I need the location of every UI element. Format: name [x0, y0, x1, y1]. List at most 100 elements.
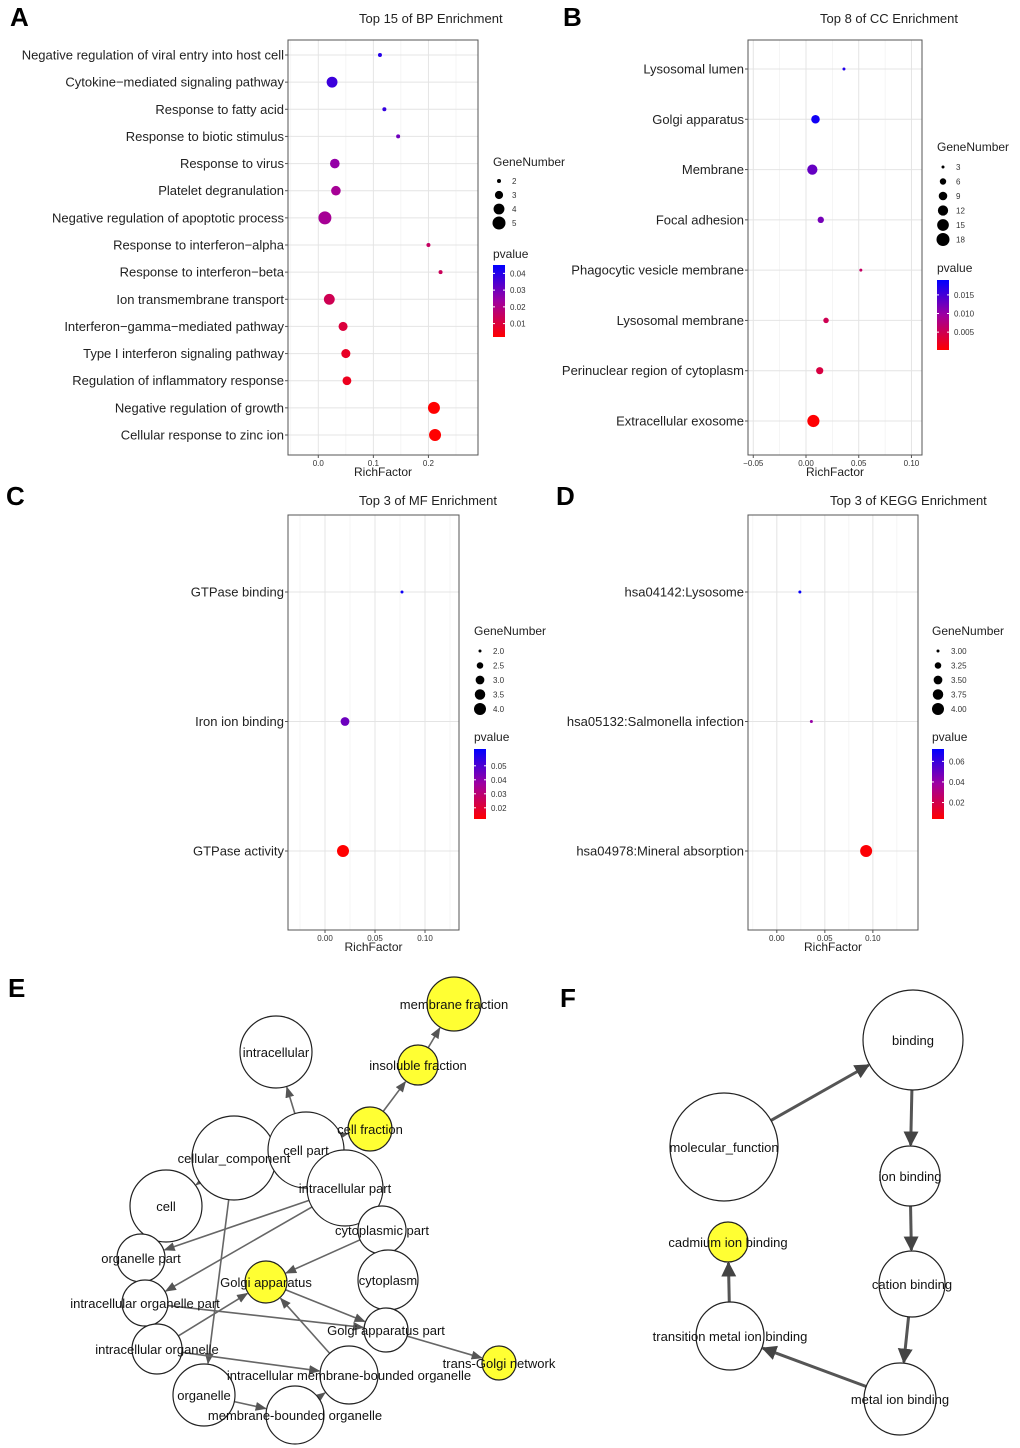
x-tick-label: 0.0	[313, 459, 325, 468]
point-cellular-response-to-zinc-ion	[429, 429, 442, 441]
size-legend-label: 4.00	[951, 705, 967, 714]
size-legend-label: 2	[512, 177, 517, 186]
size-legend-title: GeneNumber	[937, 140, 1009, 154]
point-negative-regulation-of-apoptotic-process	[318, 211, 332, 225]
node-label-cellular-component: cellular_component	[178, 1151, 291, 1166]
point-interferon-gamma-mediated-pathway	[338, 321, 348, 331]
size-legend-key	[474, 689, 486, 700]
node-intracellular-part	[306, 1149, 384, 1227]
edge-intracellular-part-to-organelle-part	[163, 1199, 310, 1251]
color-legend-label: 0.010	[954, 310, 975, 319]
node-membrane-bounded-organelle	[265, 1385, 325, 1445]
point-response-to-interferon-alpha	[426, 243, 431, 247]
point-negative-regulation-of-viral-entry-into-host-cell	[377, 53, 382, 57]
color-legend-label: 0.005	[954, 328, 975, 337]
category-label-ion-transmembrane-transport: Ion transmembrane transport	[116, 292, 284, 307]
node-label-cell: cell	[156, 1199, 176, 1214]
category-label-interferon-gamma-mediated-pathway: Interferon−gamma−mediated pathway	[64, 319, 284, 334]
node-label-intracellular-organelle-part: intracellular organelle part	[70, 1296, 220, 1311]
color-legend-label: 0.015	[954, 291, 975, 300]
size-legend-key	[933, 675, 943, 685]
size-legend-key	[478, 649, 482, 653]
size-legend-title: GeneNumber	[932, 624, 1004, 638]
plot-frame	[747, 39, 923, 456]
category-label-hsa04978-mineral-absorption: hsa04978:Mineral absorption	[576, 844, 744, 859]
node-label-organelle: organelle	[177, 1388, 231, 1403]
edge-intracellular-part-to-intracellular-organelle-part	[164, 1206, 313, 1292]
point-hsa05132-salmonella-infection	[809, 720, 813, 723]
point-type-i-interferon-signaling-pathway	[341, 349, 351, 359]
edge-golgi-apparatus-to-golgi-apparatus-part	[285, 1289, 366, 1323]
size-legend-label: 18	[956, 236, 965, 245]
panel-label-f: F	[560, 983, 576, 1013]
panel-label-d: D	[556, 481, 575, 511]
node-label-golgi-apparatus-part: Golgi apparatus part	[327, 1323, 445, 1338]
network-edges	[721, 1063, 919, 1388]
size-legend-label: 3.50	[951, 676, 967, 685]
size-legend-title: GeneNumber	[493, 155, 565, 169]
network-nodes	[669, 989, 964, 1436]
point-lysosomal-membrane	[823, 317, 829, 324]
size-legend-label: 2.5	[493, 662, 505, 671]
plot-area	[748, 515, 918, 930]
chart-title: Top 15 of BP Enrichment	[359, 11, 503, 26]
color-legend-bar	[493, 265, 505, 337]
plot-frame	[747, 514, 919, 931]
category-label-cytokine-mediated-signaling-pathway: Cytokine−mediated signaling pathway	[65, 75, 284, 90]
color-legend-bar	[937, 280, 949, 350]
node-label-molecular-function: molecular_function	[669, 1140, 778, 1155]
category-label-type-i-interferon-signaling-pathway: Type I interferon signaling pathway	[83, 346, 284, 361]
size-legend-label: 3.75	[951, 691, 967, 700]
color-legend-title: pvalue	[937, 261, 973, 275]
x-tick-label: 0.00	[769, 934, 785, 943]
category-label-negative-regulation-of-apoptotic-process: Negative regulation of apoptotic process	[52, 210, 284, 225]
node-label-cell-fraction: cell fraction	[337, 1122, 403, 1137]
node-transition-metal-ion-binding	[695, 1301, 765, 1371]
color-legend-label: 0.06	[949, 757, 965, 766]
point-negative-regulation-of-growth	[427, 401, 440, 414]
category-label-golgi-apparatus: Golgi apparatus	[652, 112, 744, 127]
size-legend-key	[937, 205, 949, 216]
node-trans-golgi-network	[481, 1345, 517, 1381]
point-extracellular-exosome	[807, 414, 820, 428]
node-label-transition-metal-ion-binding: transition metal ion binding	[653, 1329, 808, 1344]
x-axis-title: RichFactor	[804, 940, 862, 954]
color-legend-label: 0.02	[491, 804, 507, 813]
point-ion-transmembrane-transport	[323, 293, 335, 305]
edge-ion-binding-to-cation-binding	[903, 1205, 919, 1252]
size-legend-label: 15	[956, 221, 965, 230]
size-legend-key	[494, 190, 504, 200]
node-label-trans-golgi-network: trans-Golgi network	[443, 1356, 556, 1371]
category-label-cellular-response-to-zinc-ion: Cellular response to zinc ion	[121, 428, 284, 443]
size-legend-label: 3.5	[493, 691, 505, 700]
size-legend-label: 4.0	[493, 705, 505, 714]
edge-cell-fraction-to-insoluble-fraction	[382, 1080, 407, 1112]
x-tick-label: 0.05	[367, 934, 383, 943]
node-label-cation-binding: cation binding	[872, 1277, 952, 1292]
size-legend-key	[939, 178, 947, 185]
plot-frame	[287, 514, 460, 931]
node-label-golgi-apparatus: Golgi apparatus	[220, 1275, 312, 1290]
node-label-metal-ion-binding: metal ion binding	[851, 1392, 949, 1407]
category-label-response-to-virus: Response to virus	[180, 156, 285, 171]
edge-metal-ion-binding-to-transition-metal-ion-binding	[761, 1345, 867, 1388]
edge-molecular-function-to-binding	[770, 1063, 870, 1122]
x-axis-title: RichFactor	[344, 940, 402, 954]
point-membrane	[807, 164, 818, 175]
color-legend-bar	[474, 749, 486, 819]
size-legend-label: 4	[512, 205, 517, 214]
size-legend-key	[476, 662, 484, 669]
node-golgi-apparatus-part	[363, 1307, 409, 1353]
edge-cellular-component-to-organelle	[204, 1199, 230, 1365]
x-tick-label: 0.10	[904, 459, 920, 468]
size-legend-label: 3	[512, 191, 517, 200]
node-label-intracellular-membrane-bounded-organelle: intracellular membrane-bounded organelle	[227, 1368, 471, 1383]
node-label-membrane-fraction: membrane fraction	[400, 997, 508, 1012]
category-label-response-to-biotic-stimulus: Response to biotic stimulus	[126, 129, 285, 144]
node-golgi-apparatus	[244, 1260, 288, 1304]
color-legend-label: 0.04	[510, 269, 526, 278]
size-legend-key	[936, 649, 940, 653]
point-focal-adhesion	[817, 216, 824, 224]
category-label-hsa05132-salmonella-infection: hsa05132:Salmonella infection	[567, 714, 744, 729]
edge-membrane-bounded-organelle-to-intracellular-membrane-bounded-organelle	[314, 1392, 326, 1403]
